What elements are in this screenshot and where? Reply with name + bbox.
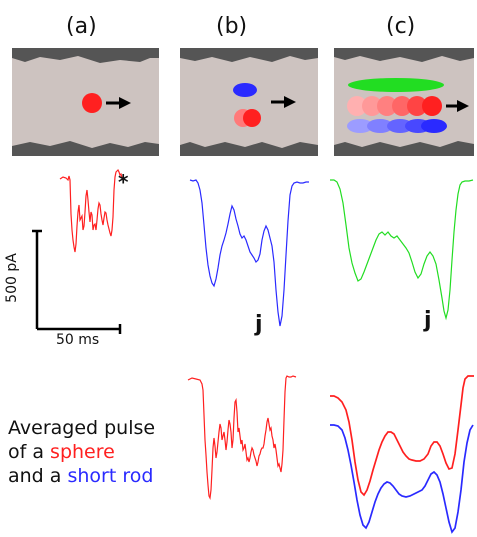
caption-line-3: and a short rod — [8, 465, 154, 487]
panel-label-b: (b) — [216, 14, 248, 39]
caption-line-1: Averaged pulse — [8, 417, 156, 439]
caption-short-rod: short rod — [67, 465, 154, 487]
caption-sphere: sphere — [50, 441, 115, 463]
jump-marker-c: j — [424, 308, 432, 333]
scale-bar — [32, 229, 122, 334]
trace-sphere — [59, 168, 123, 253]
long-rod-particle — [348, 78, 444, 92]
caption: Averaged pulse of a sphere and a short r… — [8, 416, 155, 488]
averaged-trace-sphere — [187, 375, 297, 501]
pore-wall-top-c — [334, 48, 474, 62]
trace-long-rod — [330, 179, 474, 321]
rod-trail — [347, 119, 447, 133]
caption-line-2: of a sphere — [8, 441, 115, 463]
pore-wall-bottom-c — [334, 141, 474, 156]
scale-time-label: 50 ms — [56, 332, 100, 348]
pore-wall-bottom-b — [180, 142, 318, 156]
trace-short-rod — [189, 179, 309, 327]
panel-label-c: (c) — [386, 14, 416, 39]
sphere-trail — [347, 96, 442, 116]
pore-schematic-c — [334, 48, 474, 156]
sphere-particle-b — [243, 109, 261, 127]
scale-current-label: 500 pA — [4, 253, 20, 303]
panel-label-a: (a) — [66, 14, 97, 39]
pore-wall-bottom-a — [12, 141, 159, 156]
asterisk-marker: * — [118, 170, 129, 194]
pore-wall-top-b — [180, 48, 318, 62]
jump-marker-b: j — [255, 312, 263, 337]
sphere-particle — [82, 93, 102, 113]
averaged-trace-rod-overlay — [330, 424, 474, 534]
pore-wall-top-a — [12, 48, 159, 63]
pore-schematic-a — [12, 48, 159, 156]
short-rod-particle — [233, 83, 257, 97]
averaged-trace-sphere-overlay — [330, 375, 474, 497]
pore-schematic-b — [180, 48, 318, 156]
